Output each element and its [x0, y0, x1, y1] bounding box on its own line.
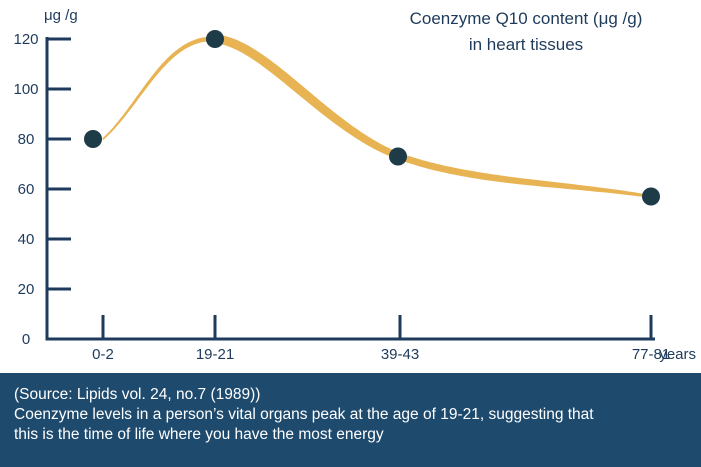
data-point-39-43 — [389, 147, 407, 166]
x-axis-unit-label: years — [659, 346, 696, 363]
data-points — [84, 30, 660, 206]
caption-line-2: this is the time of life where you have … — [14, 426, 384, 443]
series-curve — [102, 34, 652, 198]
chart-labels: 0 20 40 60 80 100 120 μg /g 0-2 19-21 39-43 77-81ye… — [13, 7, 696, 363]
x-tick-label: 77-81 — [632, 346, 670, 363]
x-tick-label: 39-43 — [381, 346, 419, 363]
y-tick-label: 80 — [18, 131, 35, 148]
line-chart: 0 20 40 60 80 100 120 μg /g 0-2 19-21 39-43 77-81ye… — [13, 7, 696, 363]
curve-layer — [102, 34, 652, 198]
data-point-77-81 — [642, 187, 660, 206]
y-tick-label: 60 — [18, 181, 35, 198]
y-tick-label: 100 — [13, 81, 38, 98]
chart-title-line-1: Coenzyme Q10 content (μg /g) — [410, 9, 643, 28]
caption-box: (Source: Lipids vol. 24, no.7 (1989)) Co… — [0, 373, 701, 467]
caption-source: (Source: Lipids vol. 24, no.7 (1989)) — [14, 386, 261, 403]
y-axis-unit-label: μg /g — [44, 7, 78, 24]
chart-axes — [45, 37, 655, 341]
caption-line-1: Coenzyme levels in a person’s vital orga… — [14, 406, 594, 423]
x-tick-label: 19-21 — [196, 346, 234, 363]
y-tick-label: 20 — [18, 281, 35, 298]
data-point-19-21 — [206, 30, 224, 48]
y-tick-label: 120 — [13, 31, 38, 48]
y-tick-label: 40 — [18, 231, 35, 248]
x-tick-label: 0-2 — [92, 346, 114, 363]
y-tick-label: 0 — [22, 331, 30, 348]
chart-title-line-2: in heart tissues — [469, 35, 583, 54]
data-point-0-2 — [84, 130, 102, 148]
